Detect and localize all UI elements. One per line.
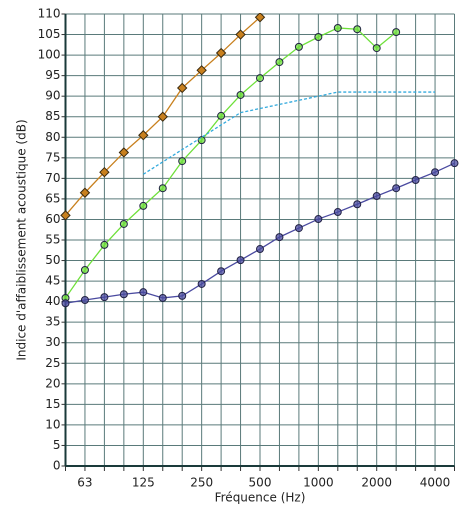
point: [100, 293, 109, 302]
y-axis-title: Indice d'affaiblissement acoustique (dB): [15, 119, 29, 360]
point: [80, 295, 89, 304]
point: [256, 74, 264, 83]
point: [353, 25, 362, 34]
point: [236, 90, 245, 99]
point: [275, 233, 284, 242]
point: [294, 42, 303, 51]
y-tick-label: 85: [45, 109, 60, 123]
y-tick-label: 0: [53, 459, 61, 473]
point: [139, 201, 148, 210]
y-tick-label: 100: [38, 48, 61, 62]
point: [215, 47, 227, 59]
y-tick-label: 50: [45, 253, 60, 267]
y-tick-label: 55: [45, 233, 60, 247]
x-tick-label: 125: [132, 476, 155, 490]
point: [178, 291, 187, 300]
point: [79, 187, 91, 198]
x-tick-label: 2000: [361, 476, 392, 490]
point: [372, 192, 381, 201]
point: [431, 168, 440, 177]
point: [100, 240, 109, 249]
point: [314, 215, 323, 224]
point: [60, 210, 71, 221]
point: [158, 184, 167, 193]
y-tick-label: 95: [45, 68, 60, 82]
plot: [60, 13, 459, 308]
point: [178, 157, 187, 166]
point: [353, 200, 362, 209]
x-tick-label: 63: [77, 476, 92, 490]
y-tick-label: 90: [45, 89, 60, 103]
point: [197, 279, 206, 288]
point: [392, 28, 401, 37]
point: [275, 58, 284, 67]
point: [119, 290, 128, 299]
point: [196, 65, 207, 76]
x-tick-label: 500: [249, 476, 272, 490]
point: [372, 44, 381, 53]
y-tick-label: 30: [45, 335, 60, 349]
y-tick-label: 10: [45, 417, 60, 431]
point: [256, 245, 264, 254]
point: [197, 136, 206, 145]
x-axis-title: Fréquence (Hz): [215, 491, 306, 505]
y-tick-label: 5: [53, 438, 61, 452]
point: [118, 147, 130, 158]
x-tick-label: 1000: [303, 476, 334, 490]
y-tick-label: 75: [45, 150, 60, 164]
point: [411, 176, 420, 185]
point: [236, 256, 245, 265]
point: [235, 29, 246, 40]
y-tick-label: 105: [38, 27, 61, 41]
point: [314, 33, 323, 42]
series-line: [142, 91, 436, 175]
y-tick-label: 20: [45, 376, 60, 390]
y-tick-label: 65: [45, 191, 60, 205]
point: [119, 219, 128, 228]
y-tick-label: 70: [45, 171, 60, 185]
y-tick-label: 45: [45, 274, 60, 288]
y-tick-label: 15: [45, 397, 60, 411]
y-tick-label: 35: [45, 315, 60, 329]
point: [157, 111, 168, 122]
y-tick-label: 60: [45, 212, 60, 226]
point: [158, 293, 167, 302]
point: [80, 265, 89, 274]
x-tick-label: 4000: [420, 476, 451, 490]
point: [176, 82, 188, 94]
point: [333, 23, 342, 32]
y-tick-label: 80: [45, 130, 60, 144]
point: [254, 13, 266, 23]
point: [99, 166, 110, 178]
point: [392, 184, 401, 193]
point: [217, 111, 226, 120]
point: [333, 208, 342, 217]
point: [450, 159, 459, 168]
point: [139, 288, 148, 297]
point: [294, 224, 303, 233]
y-tick-label: 110: [38, 7, 61, 21]
y-tick-label: 25: [45, 356, 60, 370]
point: [138, 130, 149, 141]
point: [61, 299, 70, 308]
y-tick-label: 40: [45, 294, 60, 308]
x-tick-label: 250: [190, 476, 213, 490]
point: [217, 267, 226, 276]
